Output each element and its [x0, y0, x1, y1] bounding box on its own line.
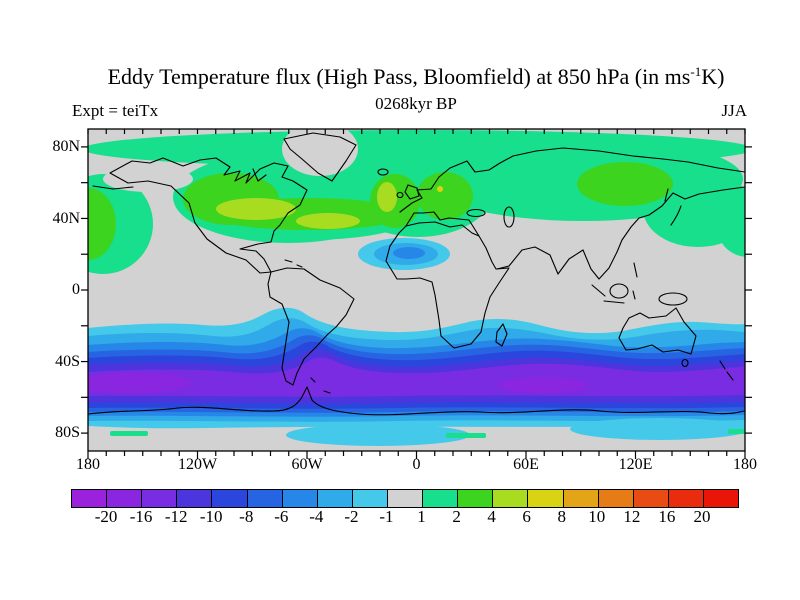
colorbar-label: 2 [452, 507, 461, 526]
colorbar-cell [177, 490, 213, 507]
sumatra-coastline [591, 284, 606, 297]
greenland-coastline [283, 132, 357, 182]
colorbar-label: 6 [522, 507, 531, 526]
antarctica-coastline [88, 386, 745, 416]
japan-coastline [670, 205, 682, 226]
x-axis-label: 180 [733, 456, 757, 473]
colorbar-label: -12 [164, 507, 188, 526]
colorbar-label: -16 [129, 507, 153, 526]
borneo-outline [609, 283, 629, 299]
colorbar-cell [703, 490, 739, 507]
colorbar [71, 489, 739, 508]
colorbar-label: -20 [94, 507, 118, 526]
title-text: Eddy Temperature flux (High Pass, Bloomf… [107, 64, 691, 89]
axis-ticks [81, 129, 752, 459]
sulawesi-coastline [632, 290, 636, 300]
colorbar-label: 12 [623, 507, 641, 526]
y-axis-label: 40S [55, 352, 80, 370]
x-axis-label: 60W [291, 456, 323, 473]
antarctic-coastal-patches [110, 418, 745, 446]
y-axis-label: 0 [72, 281, 80, 298]
title-suffix: K) [701, 64, 725, 89]
colorbar-cell [387, 490, 424, 507]
colorbar-cell [317, 490, 353, 507]
colorbar-label: -1 [379, 507, 394, 526]
aleutians-coastline [92, 185, 134, 190]
asia-east-coastline [496, 186, 745, 280]
colorbar-cell [458, 490, 494, 507]
season-label: JJA [721, 101, 747, 120]
iceland-outline [377, 168, 389, 176]
west-africa-negative-patch [358, 238, 450, 270]
colorbar-label: -4 [309, 507, 324, 526]
colorbar-cell [247, 490, 283, 507]
colorbar-label: -6 [274, 507, 289, 526]
x-axis-label: 180 [76, 456, 100, 473]
colorbar-cell [107, 490, 143, 507]
map-fill-layers [88, 129, 745, 451]
colorbar-label: 8 [557, 507, 566, 526]
eurasia-north-coastline [399, 147, 745, 213]
colorbar-label: -8 [239, 507, 254, 526]
experiment-label: Expt = teiTx [72, 101, 159, 120]
black-sea-outline [466, 208, 486, 218]
colorbar-label: 1 [417, 507, 426, 526]
coastlines [88, 132, 745, 416]
sakhalin-coastline [664, 188, 669, 202]
new-zealand-coastline [719, 360, 734, 381]
colorbar-label: 20 [693, 507, 711, 526]
colorbar-label: 10 [588, 507, 606, 526]
colorbar-cell [528, 490, 564, 507]
x-axis-label: 120W [177, 456, 218, 473]
page-title: Eddy Temperature flux (High Pass, Bloomf… [32, 64, 800, 90]
y-axis-label: 40N [52, 209, 80, 227]
x-axis-label: 0 [412, 456, 421, 473]
colorbar-cell [668, 490, 704, 507]
madagascar-coastline [495, 323, 508, 347]
colorbar-cell [633, 490, 669, 507]
uk-coastline [404, 184, 420, 200]
y-axis-label: 80S [55, 424, 80, 442]
x-axis-label: 120E [618, 456, 653, 473]
y-axis-label: 80N [52, 137, 80, 155]
caribbean-islands [284, 259, 303, 268]
colorbar-label: 4 [487, 507, 496, 526]
ireland-outline [396, 191, 404, 199]
positive-4-6-cores [216, 182, 397, 229]
positive-6-8-dot [437, 186, 443, 192]
colorbar-cell [423, 490, 459, 507]
hudson-bay-coastline [252, 168, 267, 182]
subtitle: 0268kyr BP [375, 94, 457, 113]
mediterranean-coastline [405, 211, 480, 237]
australia-coastline [618, 307, 697, 355]
colorbar-cell [352, 490, 388, 507]
x-axis-label: 60E [513, 456, 539, 473]
africa-coastline [385, 221, 510, 349]
philippines-coastline [633, 262, 638, 278]
new-guinea-outline [658, 292, 688, 306]
colorbar-cell [493, 490, 529, 507]
colorbar-cell [563, 490, 599, 507]
colorbar-label: -2 [344, 507, 359, 526]
colorbar-cell [142, 490, 178, 507]
colorbar-label: 16 [658, 507, 676, 526]
java-coastline [603, 300, 625, 304]
colorbar-label: -10 [199, 507, 223, 526]
colorbar-cell [282, 490, 318, 507]
antarctic-islands [310, 377, 331, 394]
tasmania-outline [681, 358, 689, 368]
colorbar-cell [598, 490, 634, 507]
southern-negative-bands [88, 307, 745, 429]
north-america-coastline [109, 157, 308, 274]
greenland-neutral-area [282, 129, 358, 176]
south-america-coastline [267, 267, 355, 386]
caspian-sea-outline [503, 206, 515, 228]
colorbar-cell [212, 490, 248, 507]
colorbar-cell [72, 490, 108, 507]
title-superscript: -1 [690, 64, 702, 79]
